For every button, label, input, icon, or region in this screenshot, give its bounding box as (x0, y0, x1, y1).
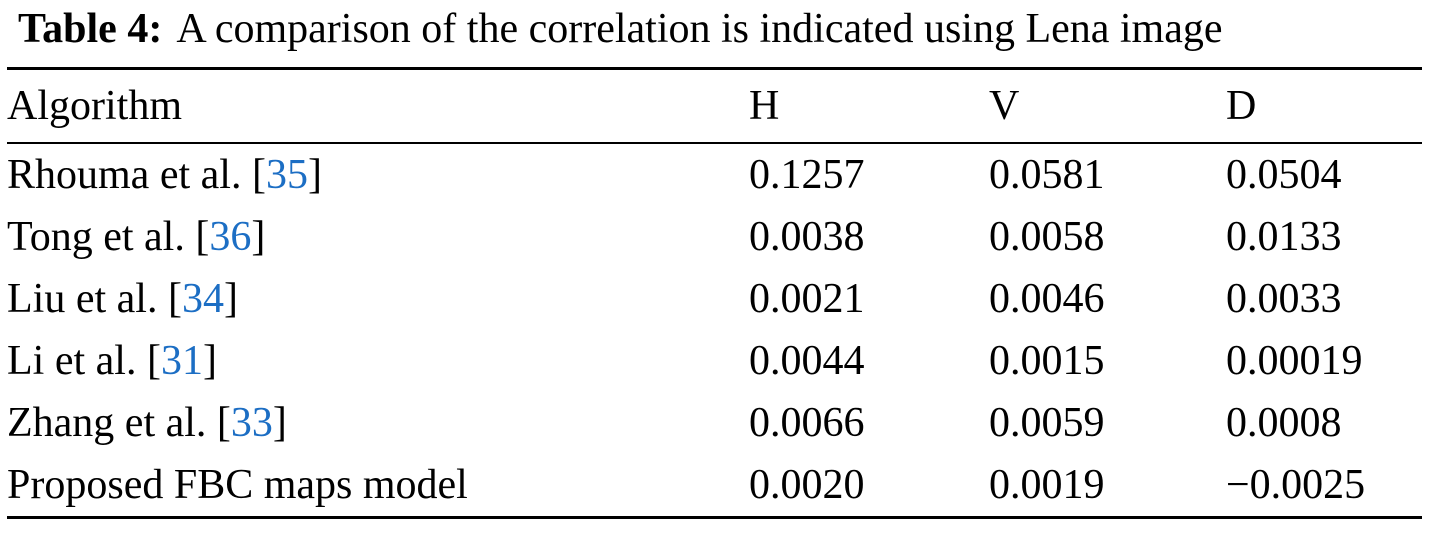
table-caption-label: Table 4: (18, 6, 163, 52)
table-header-row: Algorithm H V D (7, 68, 1422, 145)
algorithm-cell: Liu et al. [34] (7, 276, 238, 323)
algorithm-name: Li et al. (7, 338, 137, 385)
citation-link[interactable]: 33 (230, 400, 273, 447)
d-value-cell: 0.0504 (1226, 152, 1342, 199)
algorithm-cell: Tong et al. [36] (7, 214, 266, 261)
citation-link[interactable]: 35 (265, 152, 308, 199)
citation-link[interactable]: 36 (209, 214, 252, 261)
d-value-cell: −0.0025 (1226, 462, 1366, 509)
h-value-cell: 0.0021 (749, 276, 865, 323)
table-row: Proposed FBC maps model 0.0020 0.0019 −0.00… (7, 454, 1422, 518)
correlation-comparison-table: Algorithm H V D Rhouma et al. [35] 0.1257… (7, 67, 1422, 520)
algorithm-name: Tong et al. (7, 214, 185, 261)
v-value-cell: 0.0059 (989, 400, 1105, 447)
v-value-cell: 0.0581 (989, 152, 1105, 199)
algorithm-name: Proposed FBC maps model (7, 462, 468, 509)
algorithm-name: Rhouma et al. (7, 152, 242, 199)
table-header: Algorithm H V D (7, 68, 1422, 145)
d-value-cell: 0.0033 (1226, 276, 1342, 323)
table-row: Rhouma et al. [35] 0.1257 0.0581 0.0504 (7, 143, 1422, 206)
algorithm-name: Liu et al. (7, 276, 158, 323)
table-caption-text: A comparison of the correlation is indic… (176, 6, 1223, 52)
table-row: Tong et al. [36] 0.0038 0.0058 0.0133 (7, 206, 1422, 268)
h-value-cell: 0.0020 (749, 462, 865, 509)
d-value-cell: 0.00019 (1226, 338, 1363, 385)
h-value-cell: 0.0066 (749, 400, 865, 447)
citation-link[interactable]: 34 (181, 276, 224, 323)
h-value-cell: 0.0038 (749, 214, 865, 261)
citation-link[interactable]: 31 (160, 338, 203, 385)
h-value-cell: 0.0044 (749, 338, 865, 385)
column-header-algorithm: Algorithm (7, 68, 749, 145)
column-header-v: V (989, 68, 1226, 145)
table-row: Li et al. [31] 0.0044 0.0015 0.00019 (7, 330, 1422, 392)
v-value-cell: 0.0015 (989, 338, 1105, 385)
h-value-cell: 0.1257 (749, 152, 865, 199)
table-body: Rhouma et al. [35] 0.1257 0.0581 0.0504 Tong… (7, 143, 1422, 518)
v-value-cell: 0.0019 (989, 462, 1105, 509)
algorithm-cell: Rhouma et al. [35] (7, 152, 322, 199)
table-row: Liu et al. [34] 0.0021 0.0046 0.0033 (7, 268, 1422, 330)
algorithm-cell: Li et al. [31] (7, 338, 217, 385)
algorithm-name: Zhang et al. (7, 400, 207, 447)
column-header-d: D (1226, 68, 1422, 145)
v-value-cell: 0.0046 (989, 276, 1105, 323)
algorithm-cell: Proposed FBC maps model (7, 454, 749, 518)
algorithm-cell: Zhang et al. [33] (7, 400, 287, 447)
v-value-cell: 0.0058 (989, 214, 1105, 261)
d-value-cell: 0.0008 (1226, 400, 1342, 447)
d-value-cell: 0.0133 (1226, 214, 1342, 261)
table-row: Zhang et al. [33] 0.0066 0.0059 0.0008 (7, 392, 1422, 454)
column-header-h: H (749, 68, 989, 145)
table-caption: Table 4: A comparison of the correlation … (0, 0, 1429, 54)
